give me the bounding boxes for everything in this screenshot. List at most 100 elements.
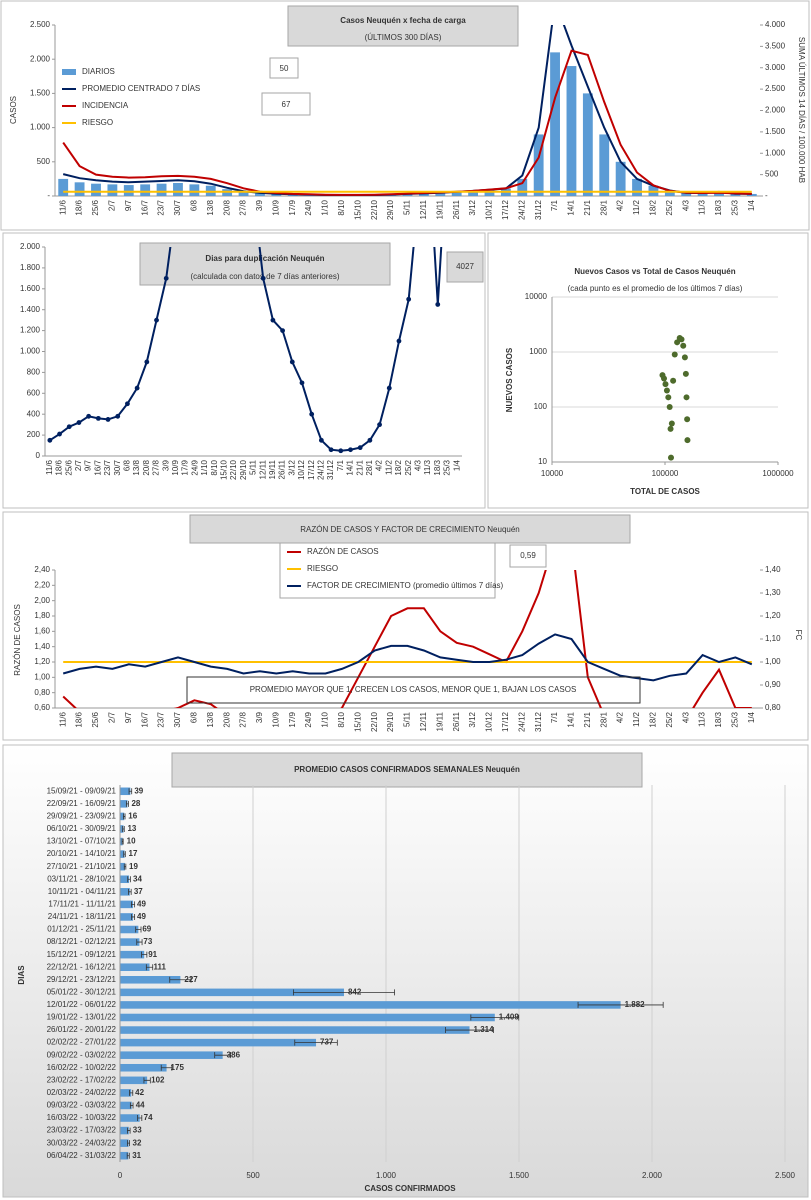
y-tick-label: 23/02/22 - 17/02/22 — [47, 1075, 117, 1084]
bar — [140, 184, 151, 196]
x-tick-label: 17/9 — [288, 711, 297, 727]
bar — [189, 184, 200, 196]
x-tick-label: 13/8 — [206, 711, 215, 727]
x-tick-label: 28/1 — [365, 459, 374, 475]
line-marker — [154, 317, 159, 323]
annotation-box — [261, 92, 311, 116]
line-marker — [66, 424, 72, 430]
x-tick-label: 19/11 — [435, 199, 444, 219]
y-tick-label: 13/10/21 - 07/10/21 — [47, 837, 117, 846]
bar — [120, 1139, 129, 1147]
data-label: 1.409 — [499, 1013, 520, 1022]
annotation: 0,59 — [520, 551, 536, 560]
line-series — [62, 49, 752, 196]
x-tick-label: 4/2 — [375, 459, 384, 471]
bar — [120, 875, 130, 884]
y-tick-label: 2.500 — [765, 84, 786, 93]
x-tick-label: 18/3 — [714, 199, 723, 215]
annotation: 67 — [282, 100, 291, 109]
y-tick-label: 16/02/22 - 10/02/22 — [47, 1063, 117, 1072]
y-tick-label: 23/03/22 - 17/03/22 — [47, 1126, 117, 1135]
point — [661, 375, 668, 382]
x-tick-label: 3/12 — [287, 459, 296, 475]
y-tick-label: 03/11/21 - 28/10/21 — [47, 874, 116, 883]
y-tick-label: 1.000 — [20, 347, 41, 356]
y-tick-label: 15/12/21 - 09/12/21 — [47, 950, 117, 959]
x-tick-label: 500 — [246, 1171, 260, 1180]
y-tick-label: 1000 — [529, 347, 547, 356]
line-marker — [289, 359, 295, 365]
bar — [74, 182, 85, 196]
chart-subtitle: (cada punto es el promedio de los último… — [568, 284, 743, 293]
error-bar — [123, 813, 126, 820]
bar — [120, 812, 125, 821]
y-tick-label: 22/12/21 - 16/12/21 — [47, 962, 117, 971]
error-bar — [137, 1115, 143, 1122]
error-bar — [123, 851, 126, 858]
x-tick-label: 8/10 — [337, 199, 346, 215]
error-bar — [135, 926, 142, 933]
data-label: 737 — [320, 1038, 334, 1047]
y-tick-label: 02/03/22 - 24/02/22 — [47, 1088, 117, 1097]
y-tick-label: 27/10/21 - 21/10/21 — [47, 862, 117, 871]
x-tick-label: 25/6 — [91, 711, 100, 727]
x-tick-label: 2.000 — [642, 1171, 663, 1180]
bar — [632, 178, 642, 196]
title-box — [171, 752, 643, 788]
y-tick-label: 20/10/21 - 14/10/21 — [47, 849, 117, 858]
bar — [120, 913, 134, 921]
bar — [238, 191, 249, 196]
bar — [120, 787, 131, 796]
data-label: 386 — [227, 1050, 241, 1059]
y-tick-label: 05/01/22 - 30/12/21 — [47, 987, 117, 996]
error-bar — [577, 1001, 664, 1008]
point — [671, 351, 678, 358]
bar — [681, 192, 692, 196]
bar — [402, 193, 413, 196]
x-tick-label: 21/1 — [355, 459, 364, 475]
data-label: 44 — [136, 1101, 145, 1110]
y2-axis-label: FC — [794, 630, 803, 641]
y-tick-label: 1.000 — [765, 148, 786, 157]
x-tick-label: 27/8 — [239, 199, 248, 215]
error-bar — [128, 788, 133, 795]
x-tick-label: 20/8 — [142, 459, 151, 475]
line-marker — [270, 317, 276, 323]
x-tick-label: 1/4 — [747, 711, 756, 723]
data-label: 91 — [148, 950, 157, 959]
legend-label: RAZÓN DE CASOS — [307, 547, 379, 556]
bar — [697, 192, 708, 196]
x-tick-label: 8/10 — [337, 711, 346, 727]
line-marker — [357, 445, 363, 451]
line-marker — [328, 447, 334, 453]
bar — [123, 185, 134, 196]
x-tick-label: 29/10 — [386, 711, 395, 732]
data-label: 13 — [127, 824, 136, 833]
data-label: 16 — [128, 812, 137, 821]
error-bar — [160, 1064, 173, 1071]
y-tick-label: 24/11/21 - 18/11/21 — [48, 912, 117, 921]
line-marker — [338, 448, 344, 454]
annotation: 50 — [280, 64, 289, 73]
x-tick-label: 100000 — [652, 469, 679, 478]
bar — [91, 183, 101, 196]
legend-label: RIESGO — [82, 118, 113, 127]
error-bar — [128, 888, 132, 895]
bar — [107, 184, 118, 196]
chart-title: PROMEDIO CASOS CONFIRMADOS SEMANALES Neu… — [294, 765, 520, 774]
x-tick-label: 18/3 — [433, 459, 442, 475]
x-tick-label: 27/8 — [239, 711, 248, 727]
x-tick-label: 9/7 — [84, 459, 93, 471]
x-tick-label: 5/11 — [249, 459, 258, 475]
line-marker — [318, 437, 324, 443]
x-tick-label: 6/8 — [123, 459, 132, 471]
x-tick-label: 0 — [118, 1171, 123, 1180]
data-label: 111 — [154, 962, 167, 971]
data-label: 31 — [132, 1151, 141, 1160]
x-tick-label: 24/9 — [304, 711, 313, 727]
y-tick-label: 0,80 — [765, 703, 781, 712]
error-bar — [136, 939, 143, 946]
point — [680, 342, 687, 349]
bar — [730, 193, 741, 196]
